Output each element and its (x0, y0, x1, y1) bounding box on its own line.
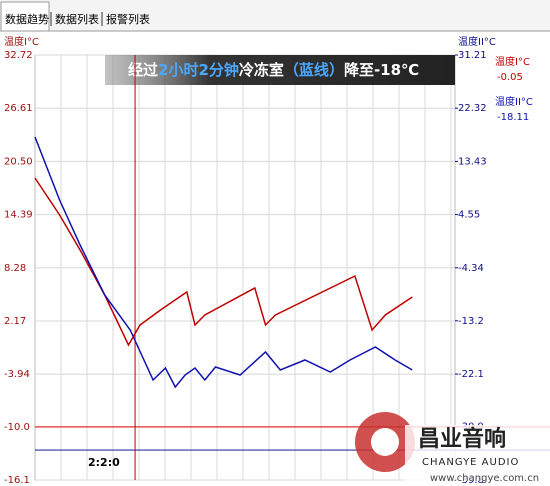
y2-tick-label: -4.34 (458, 263, 484, 274)
y-tick-label: 20.50 (4, 156, 33, 167)
annotation-part: （ (284, 61, 299, 79)
logo-url: www.changye.com.cn (430, 473, 539, 484)
legend-readout: -18.11 (497, 112, 529, 123)
tab-bar (0, 0, 550, 31)
y-tick-label: -3.94 (4, 369, 30, 380)
logo-backdrop (405, 425, 550, 481)
y-tick-label: 14.39 (4, 210, 33, 221)
cursor-label: 2:2:0 (88, 456, 120, 469)
annotation-banner (105, 55, 455, 85)
annotation-part: ） (329, 61, 344, 79)
series-line (34, 136, 413, 389)
y-tick-label: 32.72 (4, 50, 33, 61)
logo: 昌业音响 CHANGYE AUDIO www.changye.com.cn (355, 412, 550, 484)
y2-tick-label: 31.21 (458, 50, 487, 61)
y-tick-label: 26.61 (4, 103, 33, 114)
y2-tick-label: 22.32 (458, 103, 487, 114)
annotation-part: 降至-18℃ (344, 61, 419, 79)
tab[interactable]: 报警列表 (106, 12, 150, 26)
legend-readout: -0.05 (497, 72, 523, 83)
annotation: 经过2小时2分钟冷冻室（蓝线）降至-18℃ (128, 61, 419, 79)
logo-brand: CHANGYE AUDIO (422, 457, 519, 468)
y-tick-label: -16.1 (4, 475, 30, 486)
y2-tick-label: -22.1 (458, 369, 484, 380)
logo-name: 昌业音响 (418, 426, 506, 452)
tab[interactable]: 数据列表 (55, 12, 99, 26)
y-axis-label: 温度I°C (4, 35, 39, 48)
annotation-part: 蓝线 (299, 61, 329, 79)
legend-name: 温度II°C (495, 95, 533, 108)
y2-tick-label: 4.55 (458, 210, 480, 221)
y-tick-label: -10.0 (4, 422, 30, 433)
tab[interactable]: 数据趋势 (5, 12, 49, 26)
y2-tick-label: -13.2 (458, 316, 484, 327)
active-tab[interactable] (0, 1, 50, 32)
annotation-part: 经过 (128, 61, 158, 79)
logo-mark (371, 428, 399, 456)
y2-tick-label: 13.43 (458, 156, 487, 167)
annotation-part: 冷冻室 (239, 61, 284, 79)
y2-axis-label: 温度II°C (458, 35, 496, 48)
annotation-part: 2小时2分钟 (158, 61, 239, 79)
y-tick-label: 2.17 (4, 316, 26, 327)
legend-name: 温度I°C (495, 55, 530, 68)
y-tick-label: 8.28 (4, 263, 26, 274)
